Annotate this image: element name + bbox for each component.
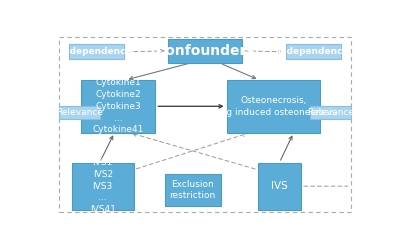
Text: Confounders: Confounders: [155, 44, 255, 58]
FancyBboxPatch shape: [72, 163, 134, 210]
FancyBboxPatch shape: [258, 163, 301, 210]
FancyBboxPatch shape: [59, 106, 100, 120]
Text: Relevance: Relevance: [56, 108, 103, 117]
FancyBboxPatch shape: [286, 44, 341, 59]
FancyBboxPatch shape: [310, 106, 351, 120]
Text: Relevance: Relevance: [307, 108, 354, 117]
Text: IVS: IVS: [271, 181, 288, 191]
Text: Exclusion
restriction: Exclusion restriction: [170, 180, 216, 200]
Text: Cytokine1
Cytokine2
Cytokine3
...
Cytokine41: Cytokine1 Cytokine2 Cytokine3 ... Cytoki…: [92, 78, 144, 134]
Text: independence: independence: [278, 47, 349, 56]
Text: Osteonecrosis,
Drug induced osteonecrosis: Osteonecrosis, Drug induced osteonecrosi…: [210, 96, 336, 117]
Text: IVS1
IVS2
IVS3
...
IVS41: IVS1 IVS2 IVS3 ... IVS41: [90, 158, 116, 214]
FancyBboxPatch shape: [168, 39, 242, 63]
FancyBboxPatch shape: [69, 44, 124, 59]
FancyBboxPatch shape: [227, 80, 320, 133]
FancyBboxPatch shape: [81, 80, 155, 133]
FancyBboxPatch shape: [165, 174, 220, 206]
Text: independence: independence: [61, 47, 132, 56]
